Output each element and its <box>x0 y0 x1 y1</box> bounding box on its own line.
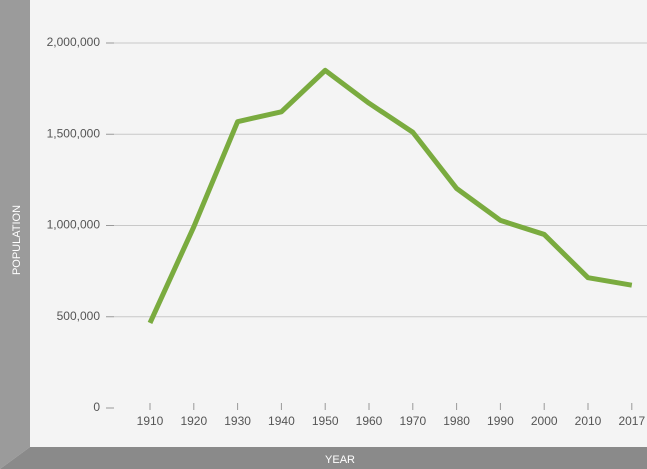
x-tick-label: 1930 <box>224 414 251 428</box>
x-tick-label: 2017 <box>618 414 645 428</box>
x-tick-label: 1920 <box>180 414 207 428</box>
x-tick-label: 1940 <box>268 414 295 428</box>
y-tick-label: 500,000 <box>57 309 101 323</box>
x-axis-title: YEAR <box>325 454 355 466</box>
x-tick-label: 1950 <box>312 414 339 428</box>
x-tick-label: 1980 <box>443 414 470 428</box>
y-tick-label: 2,000,000 <box>47 35 101 49</box>
left-frame <box>0 0 30 469</box>
y-tick-label: 1,000,000 <box>47 218 101 232</box>
x-tick-label: 1960 <box>356 414 383 428</box>
x-tick-label: 2000 <box>531 414 558 428</box>
y-tick-label: 0 <box>93 400 100 414</box>
y-tick-label: 1,500,000 <box>47 126 101 140</box>
x-tick-label: 2010 <box>575 414 602 428</box>
bottom-frame <box>0 447 647 469</box>
x-tick-label: 1990 <box>487 414 514 428</box>
y-axis-title: POPULATION <box>11 205 23 275</box>
x-tick-label: 1970 <box>399 414 426 428</box>
data-line <box>147 67 633 324</box>
x-tick-label: 1910 <box>137 414 164 428</box>
